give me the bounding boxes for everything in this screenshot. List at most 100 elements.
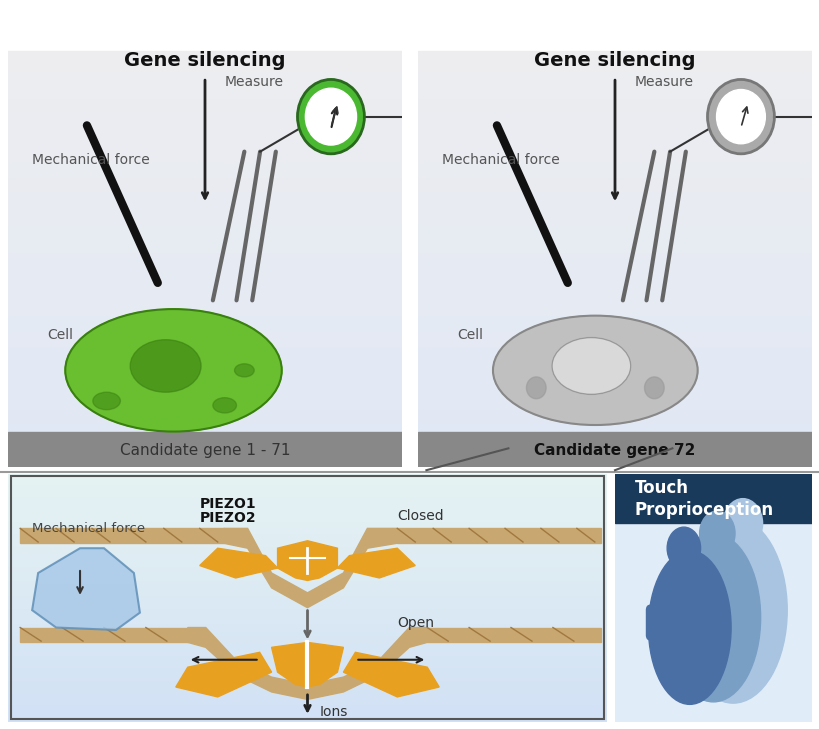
Bar <box>418 330 811 335</box>
Bar <box>8 518 606 521</box>
Bar <box>418 374 811 378</box>
Bar <box>8 538 606 541</box>
Bar <box>8 335 401 338</box>
Bar <box>8 521 606 523</box>
Bar <box>418 394 811 397</box>
Circle shape <box>667 527 699 569</box>
Bar <box>418 71 811 74</box>
Bar <box>20 628 188 642</box>
Bar <box>418 149 811 153</box>
Bar <box>8 709 606 712</box>
Bar <box>418 240 811 244</box>
Bar <box>8 479 606 481</box>
Bar <box>8 590 606 593</box>
Bar <box>418 177 811 181</box>
Bar <box>8 610 606 612</box>
Bar <box>8 516 606 518</box>
Bar <box>418 220 811 225</box>
Text: Gene silencing: Gene silencing <box>124 51 285 70</box>
Bar <box>418 323 811 327</box>
Bar <box>8 506 606 509</box>
Bar <box>8 665 606 667</box>
Bar <box>8 437 401 441</box>
Ellipse shape <box>678 518 786 703</box>
Bar <box>418 378 811 382</box>
Bar <box>8 548 606 550</box>
Bar <box>8 433 401 437</box>
Bar <box>8 79 401 82</box>
Bar <box>8 260 401 264</box>
Bar <box>8 645 606 647</box>
Bar <box>8 662 606 665</box>
Bar <box>8 720 606 722</box>
Bar <box>8 526 606 529</box>
Bar <box>8 561 606 563</box>
Bar <box>8 600 606 603</box>
Bar <box>8 425 401 429</box>
Circle shape <box>699 511 734 555</box>
Bar <box>8 593 606 596</box>
Bar <box>418 185 811 189</box>
Bar <box>8 291 401 295</box>
Bar <box>8 687 606 690</box>
Bar <box>8 494 606 496</box>
Bar <box>8 141 401 146</box>
Bar <box>418 405 811 409</box>
Bar <box>418 248 811 252</box>
Bar <box>8 284 401 287</box>
Bar <box>8 350 401 354</box>
Bar <box>8 603 606 605</box>
Bar <box>8 244 401 248</box>
Ellipse shape <box>492 316 697 425</box>
Bar <box>8 476 606 479</box>
Bar <box>418 382 811 386</box>
Bar <box>8 578 606 580</box>
Bar <box>8 652 606 655</box>
Bar <box>418 413 811 417</box>
Bar <box>418 299 811 303</box>
Bar <box>8 264 401 268</box>
Polygon shape <box>277 541 337 580</box>
Bar <box>8 225 401 228</box>
Circle shape <box>526 377 545 399</box>
Ellipse shape <box>66 309 282 432</box>
Bar <box>418 102 811 106</box>
Bar <box>8 394 401 397</box>
Bar <box>418 358 811 362</box>
Bar <box>8 256 401 260</box>
Bar <box>8 421 401 425</box>
Bar <box>8 315 401 319</box>
Circle shape <box>722 499 762 548</box>
Bar <box>8 598 606 600</box>
Bar <box>8 114 401 118</box>
Text: Open: Open <box>397 615 434 630</box>
Bar <box>8 677 606 679</box>
Bar <box>8 496 606 499</box>
Text: Ions: Ions <box>319 705 347 719</box>
Bar <box>8 102 401 106</box>
Bar <box>8 106 401 110</box>
Bar <box>418 307 811 311</box>
Bar <box>418 189 811 192</box>
Bar <box>8 712 606 714</box>
Bar <box>418 402 811 405</box>
Bar <box>8 323 401 327</box>
Bar <box>8 608 606 610</box>
Bar <box>418 118 811 122</box>
Bar <box>8 205 401 208</box>
Bar <box>8 486 606 488</box>
Bar <box>8 536 606 538</box>
Bar <box>8 702 606 704</box>
Bar <box>418 228 811 232</box>
Bar <box>8 110 401 114</box>
Bar <box>8 276 401 279</box>
Text: Cell: Cell <box>457 328 483 343</box>
Bar <box>8 697 606 699</box>
Polygon shape <box>200 548 277 578</box>
Bar <box>8 628 606 630</box>
Bar <box>8 417 401 421</box>
Bar <box>8 138 401 141</box>
Bar <box>8 327 401 330</box>
Bar <box>8 370 401 374</box>
Bar <box>8 374 401 378</box>
